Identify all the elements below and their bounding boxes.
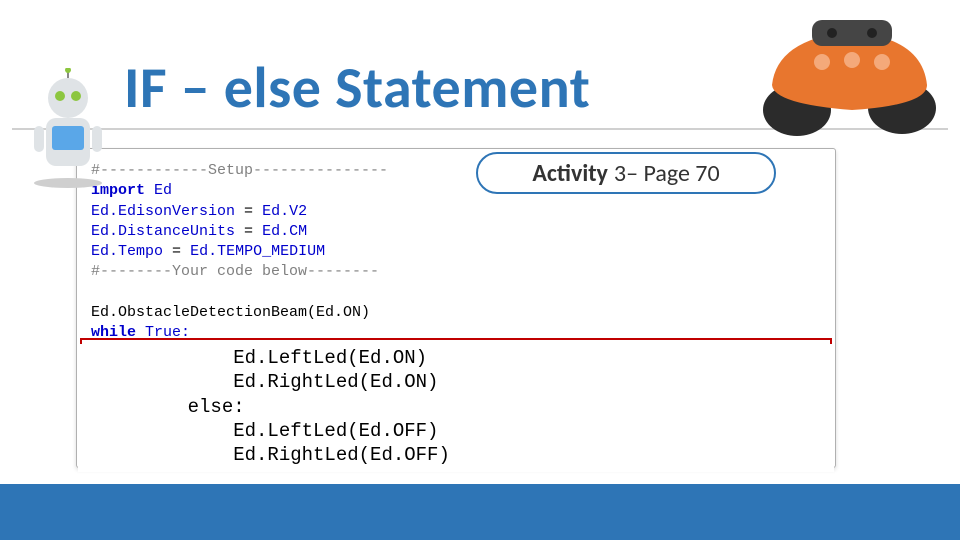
code-assign1-rhs: Ed.V2 bbox=[262, 203, 307, 220]
activity-label-rest: 3– Page 70 bbox=[614, 159, 720, 188]
code-assign2-lhs: Ed.DistanceUnits bbox=[91, 223, 235, 240]
code-comment-setup: #------------Setup--------------- bbox=[91, 162, 388, 179]
activity-badge: Activity 3– Page 70 bbox=[476, 152, 776, 194]
code-led-on-right: Ed.RightLed(Ed.ON) bbox=[233, 371, 438, 393]
code-assign3-rhs: Ed.TEMPO_MEDIUM bbox=[190, 243, 325, 260]
code-import-mod: Ed bbox=[154, 182, 172, 199]
cartoon-robot-image bbox=[18, 68, 118, 188]
code-else-kw: else: bbox=[188, 396, 245, 418]
code-highlight-block: Ed.LeftLed(Ed.ON) Ed.RightLed(Ed.ON) els… bbox=[78, 344, 834, 472]
code-led-off-left: Ed.LeftLed(Ed.OFF) bbox=[233, 420, 438, 442]
footer-bar bbox=[0, 484, 960, 540]
code-obsbeam: Ed.ObstacleDetectionBeam(Ed.ON) bbox=[91, 304, 370, 321]
edison-robot-image bbox=[752, 0, 942, 140]
page-title: IF – else Statement bbox=[124, 52, 590, 123]
activity-label-bold: Activity bbox=[532, 159, 608, 188]
code-led-off-right: Ed.RightLed(Ed.OFF) bbox=[233, 444, 450, 466]
code-assign2-rhs: Ed.CM bbox=[262, 223, 307, 240]
code-led-on-left: Ed.LeftLed(Ed.ON) bbox=[233, 347, 427, 369]
code-assign3-lhs: Ed.Tempo bbox=[91, 243, 163, 260]
code-comment-yourcode: #--------Your code below-------- bbox=[91, 263, 379, 280]
code-assign1-lhs: Ed.EdisonVersion bbox=[91, 203, 235, 220]
